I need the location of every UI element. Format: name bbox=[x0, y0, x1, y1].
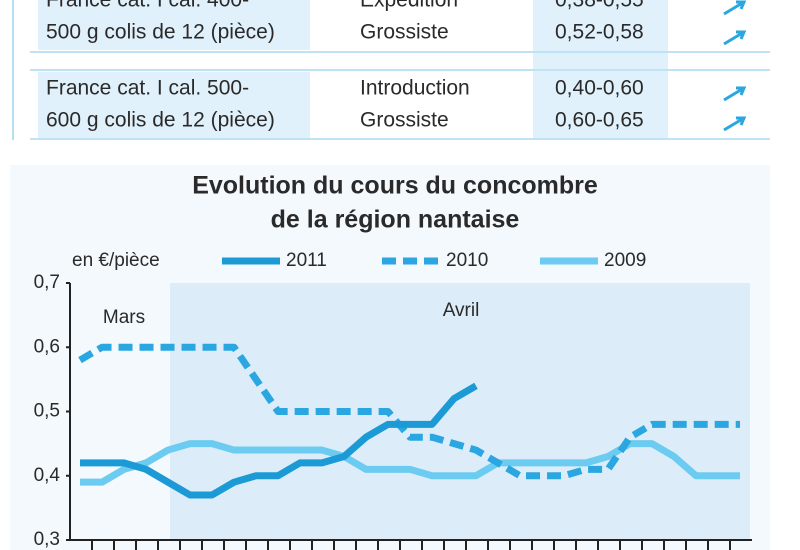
y-tick-label: 0,5 bbox=[34, 401, 60, 422]
y-tick-label: 0,6 bbox=[34, 336, 60, 357]
table-cell: 0,38-0,55 bbox=[555, 0, 644, 12]
period-shade bbox=[170, 283, 750, 540]
table-cell: Expédition bbox=[360, 0, 458, 12]
table-cell: 0,60-0,65 bbox=[555, 109, 644, 132]
table-cell: 500 g colis de 12 (pièce) bbox=[46, 21, 275, 44]
table-cell: 0,52-0,58 bbox=[555, 21, 644, 44]
table-cell: 0,40-0,60 bbox=[555, 77, 644, 100]
annotation: Mars bbox=[103, 307, 145, 328]
trend-arrows bbox=[723, 0, 747, 132]
table-cell: Grossiste bbox=[360, 21, 449, 44]
chart-title: de la région nantaise bbox=[271, 206, 520, 234]
table-cell: France cat. I cal. 500- bbox=[46, 77, 249, 100]
y-tick-label: 0,4 bbox=[34, 465, 61, 486]
chart-title: Evolution du cours du concombre bbox=[192, 172, 598, 200]
y-tick-label: 0,3 bbox=[34, 529, 60, 550]
table-cell: Introduction bbox=[360, 77, 470, 100]
cell-bg bbox=[38, 72, 310, 138]
table-cell: France cat. I cal. 400- bbox=[46, 0, 249, 12]
y-tick-label: 0,7 bbox=[34, 272, 60, 293]
table-cell: Grossiste bbox=[360, 109, 449, 132]
series-line bbox=[80, 440, 740, 486]
legend-label: 2010 bbox=[446, 250, 488, 271]
table-cell: 600 g colis de 12 (pièce) bbox=[46, 109, 275, 132]
series-line bbox=[80, 382, 478, 499]
legend-label: 2009 bbox=[604, 250, 646, 271]
series-line bbox=[78, 343, 740, 480]
annotation: Avril bbox=[443, 300, 480, 321]
legend-label: 2011 bbox=[286, 250, 327, 271]
cell-bg bbox=[38, 0, 310, 50]
y-axis-label: en €/pièce bbox=[72, 250, 160, 271]
